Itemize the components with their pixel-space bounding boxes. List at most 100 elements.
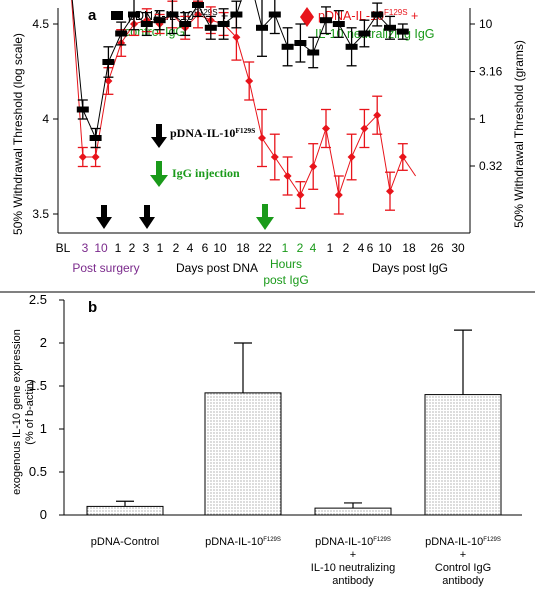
red-series-point (373, 111, 382, 120)
x-tick-label: 10 (94, 241, 108, 255)
x-tick-label: 1 (115, 241, 122, 255)
x-tick-label: 2 (129, 241, 136, 255)
red-series-point (232, 33, 241, 42)
red-series-point (360, 124, 369, 133)
black-series-point (128, 11, 140, 18)
y-tick-label: 2.5 (29, 292, 47, 307)
black-series-point (230, 11, 243, 18)
black-series-point (320, 17, 332, 24)
legend-red-diamond (300, 7, 314, 27)
y-left-tick-label: 3.5 (32, 207, 49, 221)
red-series-point (334, 191, 343, 199)
x-tick-label: BL (56, 241, 71, 255)
y-tick-label: 1 (40, 421, 47, 436)
x-tick-label: 2 (173, 241, 180, 255)
dna-annotation-arrow (151, 124, 167, 148)
y-left-axis-title: 50% Withdrawal Threshold (log scale) (11, 33, 25, 235)
x-tick-label: 4 (187, 241, 194, 255)
red-series-point (347, 153, 356, 161)
red-series-point (386, 187, 394, 196)
black-series-point (396, 28, 409, 35)
black-series-point (371, 11, 384, 18)
red-series-point (309, 162, 318, 171)
red-series-point (322, 124, 330, 133)
y-right-tick-label: 3.16 (479, 65, 503, 79)
red-series-point (258, 134, 266, 142)
black-series-point (281, 43, 294, 50)
black-series-point (76, 106, 89, 113)
black-series-point (294, 40, 307, 46)
x-tick-label: 6 (202, 241, 209, 255)
black-series-point (192, 2, 204, 8)
x-tick-label: 4 (358, 241, 365, 255)
y-axis-title-line2: (% of b-actin) (24, 379, 36, 444)
x-tick-label: 2 (297, 241, 304, 255)
x-tick-label: 6 (367, 241, 374, 255)
x-tick-label: 4 (310, 241, 317, 255)
bar (204, 392, 282, 516)
x-tick-label: 1 (157, 241, 164, 255)
x-group-label: Post surgery (72, 261, 139, 275)
black-series-point (307, 49, 320, 56)
black-series-point (140, 21, 153, 27)
panel-a: a pDNA-IL-10F129S + control IgG pDNA-IL-… (11, 0, 526, 287)
red-series-point (78, 153, 87, 161)
black-series-point (345, 43, 358, 50)
category-label: pDNA-IL-10F129S (205, 536, 281, 548)
x-tick-label: 3 (82, 241, 89, 255)
x-tick-label: 18 (236, 241, 250, 255)
black-series-point (268, 11, 281, 18)
black-series-point (89, 135, 102, 141)
legend-red-text: pDNA-IL-10F129S + (318, 8, 418, 23)
black-series-point (256, 24, 268, 31)
black-series-point (217, 21, 230, 27)
black-series-point (332, 21, 345, 27)
red-series-point (296, 191, 305, 199)
category-label: pDNA-IL-10F129S (315, 536, 391, 548)
igg-annotation-arrow (150, 161, 168, 187)
panel-b-categories: pDNA-Control pDNA-IL-10F129S pDNA-IL-10F12… (91, 536, 501, 587)
x-tick-label: 10 (378, 241, 392, 255)
category-label: IL-10 neutralizing (311, 562, 395, 574)
black-series-point (102, 59, 115, 65)
category-label: Control IgG (435, 562, 491, 574)
black-series-point (384, 24, 396, 31)
category-label: antibody (442, 575, 484, 587)
y-right-tick-label: 10 (479, 17, 493, 31)
x-group-label: post IgG (263, 273, 308, 287)
y-right-tick-label: 1 (479, 112, 486, 126)
igg-annotation-text: IgG injection (172, 166, 240, 180)
category-label: antibody (332, 575, 374, 587)
y-right-tick-label: 0.32 (479, 159, 503, 173)
x-tick-label: 1 (282, 241, 289, 255)
x-group-label: Days post IgG (372, 261, 448, 275)
red-series-point (91, 153, 100, 161)
x-tick-label: 1 (327, 241, 334, 255)
bar (424, 394, 502, 516)
category-label: pDNA-Control (91, 536, 159, 548)
dna-injection-arrow-1 (96, 205, 112, 229)
black-series-point (358, 30, 371, 37)
panel-b-ticks: 0 0.5 1 1.5 2 2.5 exogenous IL-10 gene express… (11, 292, 64, 522)
igg-injection-arrow (256, 204, 274, 230)
dna-annotation-text: pDNA-IL-10F129S (170, 126, 255, 140)
y-left-tick-label: 4.5 (32, 17, 49, 31)
x-tick-label: 30 (451, 241, 465, 255)
y-tick-label: 0 (40, 507, 47, 522)
y-tick-label: 2 (40, 335, 47, 350)
red-series-point (283, 172, 292, 180)
x-tick-label: 26 (430, 241, 444, 255)
black-series-point (179, 21, 192, 27)
x-group-label: Days post DNA (176, 261, 258, 275)
x-tick-label: 10 (213, 241, 227, 255)
x-tick-label: 2 (343, 241, 350, 255)
black-series-point (153, 17, 166, 24)
red-series-point (270, 153, 279, 161)
red-series-point (104, 77, 113, 85)
red-series-point (398, 153, 407, 161)
y-tick-label: 1.5 (29, 378, 47, 393)
